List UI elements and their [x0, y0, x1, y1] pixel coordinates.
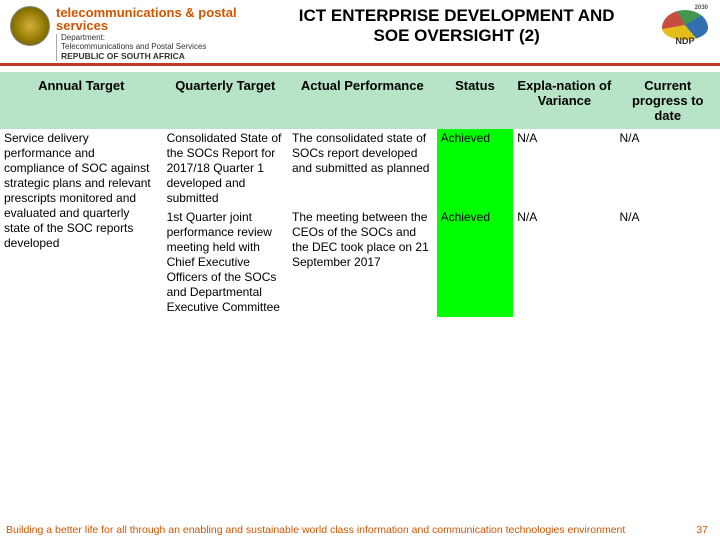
cell-progress: N/A	[615, 208, 720, 317]
coat-of-arms-icon	[10, 6, 50, 46]
cell-status: Achieved	[437, 129, 514, 208]
col-explanation: Expla-nation of Variance	[513, 72, 615, 129]
slide-header: telecommunications & postal services Dep…	[0, 0, 720, 66]
cell-annual-target: Service delivery performance and complia…	[0, 129, 163, 317]
department-title: telecommunications & postal services	[56, 6, 253, 32]
col-progress: Current progress to date	[615, 72, 720, 129]
cell-quarterly: 1st Quarter joint performance review mee…	[163, 208, 288, 317]
cell-explanation: N/A	[513, 208, 615, 317]
cell-progress: N/A	[615, 129, 720, 208]
dept-line-3: REPUBLIC OF SOUTH AFRICA	[61, 52, 253, 61]
oversight-table: Annual Target Quarterly Target Actual Pe…	[0, 72, 720, 317]
col-annual-target: Annual Target	[0, 72, 163, 129]
col-actual-performance: Actual Performance	[288, 72, 437, 129]
ndp-label: NDP	[660, 36, 710, 46]
col-quarterly-target: Quarterly Target	[163, 72, 288, 129]
cell-quarterly: Consolidated State of the SOCs Report fo…	[163, 129, 288, 208]
title-line-2: SOE OVERSIGHT (2)	[374, 26, 540, 45]
cell-explanation: N/A	[513, 129, 615, 208]
cell-actual: The meeting between the CEOs of the SOCs…	[288, 208, 437, 317]
ndp-logo: 2030 NDP	[660, 6, 710, 46]
table-header: Annual Target Quarterly Target Actual Pe…	[0, 72, 720, 129]
cell-actual: The consolidated state of SOCs report de…	[288, 129, 437, 208]
department-block: telecommunications & postal services Dep…	[56, 6, 253, 61]
col-status: Status	[437, 72, 514, 129]
page-number: 37	[696, 524, 708, 536]
table-row: Service delivery performance and complia…	[0, 129, 720, 208]
department-subtitle: Department: Telecommunications and Posta…	[56, 34, 253, 61]
title-line-1: ICT ENTERPRISE DEVELOPMENT AND	[299, 6, 615, 25]
cell-status: Achieved	[437, 208, 514, 317]
page-title: ICT ENTERPRISE DEVELOPMENT AND SOE OVERS…	[253, 6, 660, 47]
ndp-year: 2030	[695, 5, 708, 11]
slide-footer: Building a better life for all through a…	[0, 524, 720, 536]
